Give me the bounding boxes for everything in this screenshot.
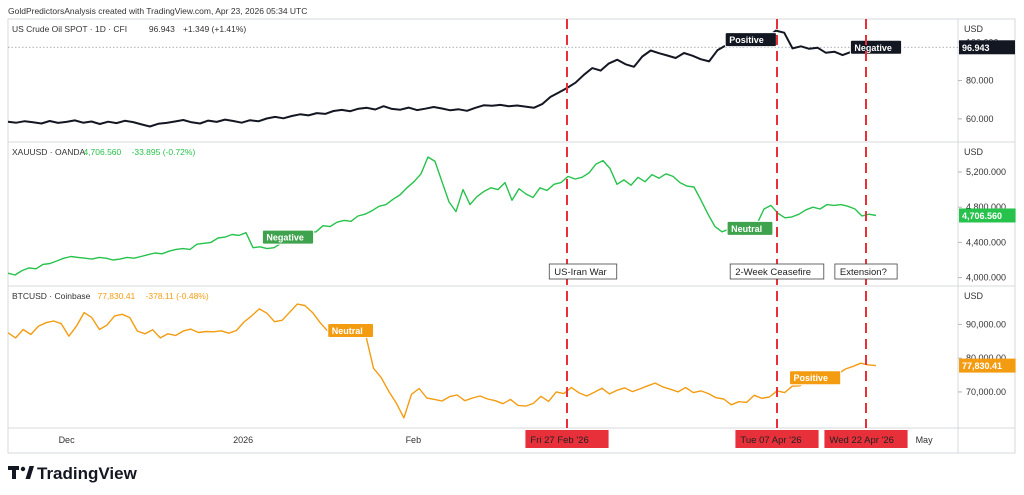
- event-date-badge: [824, 430, 908, 448]
- event-date-label: Wed 22 Apr '26: [829, 435, 894, 446]
- tradingview-logo-icon: [8, 466, 34, 479]
- x-tick-label: May: [916, 435, 934, 445]
- btc-panel: BTCUSD · Coinbase 77,830.41 -378.11 (-0.48…: [7, 291, 1016, 419]
- oil-title-value: 96.943: [149, 24, 175, 34]
- gold-ytick-label: 4,800.000: [966, 202, 1006, 212]
- oil-last-value-label: 96.943: [962, 43, 990, 53]
- event-date-label: Tue 07 Apr '26: [740, 435, 801, 446]
- oil-currency-label: USD: [964, 24, 984, 34]
- x-tick-label: 2026: [233, 435, 253, 445]
- gold-annotation-badge: [726, 220, 774, 236]
- gold-last-value-badge: [959, 208, 1016, 223]
- gold-title-change: -33.895 (-0.72%): [132, 147, 196, 157]
- oil-ytick-label: 80.000: [966, 76, 994, 86]
- event-markers: US-Iran War Fri 27 Feb '26 2-Week Ceasefir…: [525, 19, 908, 448]
- btc-title: BTCUSD · Coinbase: [12, 291, 91, 301]
- gold-annotation-label: Neutral: [731, 224, 762, 234]
- gold-ytick-label: 4,400.000: [966, 237, 1006, 247]
- btc-currency-label: USD: [964, 291, 984, 301]
- btc-annotation-badge: [327, 322, 375, 338]
- tradingview-logo-text: TradingView: [37, 464, 138, 483]
- event-date-badge: [525, 430, 609, 448]
- x-tick-label: Feb: [406, 435, 422, 445]
- gold-annotation-label: Negative: [266, 233, 304, 243]
- gold-annotation-badge: [261, 229, 315, 245]
- btc-ytick-label: 90,000.00: [966, 319, 1006, 329]
- gold-ytick-label: 4,000.000: [966, 273, 1006, 283]
- event-label-box: [834, 263, 898, 280]
- oil-title: US Crude Oil SPOT · 1D · CFI: [12, 24, 127, 34]
- gold-title: XAUUSD · OANDA: [12, 147, 86, 157]
- btc-annotation-badge: [788, 370, 842, 386]
- event-label-box: [729, 263, 825, 280]
- btc-annotation-label: Neutral: [332, 326, 363, 336]
- oil-annotation-badge: [849, 39, 903, 55]
- gold-title-value: 4,706.560: [83, 147, 121, 157]
- event-label: Extension?: [840, 267, 887, 278]
- gold-series-line: [7, 156, 877, 276]
- gold-last-value-label: 4,706.560: [962, 211, 1002, 221]
- oil-annotation-label: Negative: [854, 43, 892, 53]
- event-label-box: [548, 263, 618, 280]
- gold-currency-label: USD: [964, 147, 984, 157]
- btc-title-value: 77,830.41: [97, 291, 135, 301]
- btc-last-value-badge: [959, 358, 1016, 373]
- chart-frame: [7, 18, 1016, 454]
- gold-ytick-label: 5,200.000: [966, 167, 1006, 177]
- x-axis: Dec 2026 Feb May: [59, 435, 934, 445]
- event-label: US-Iran War: [554, 267, 606, 278]
- btc-annotation-label: Positive: [793, 373, 828, 383]
- chart-header: GoldPredictorsAnalysis created with Trad…: [8, 6, 307, 16]
- oil-ytick-label: 60.000: [966, 114, 994, 124]
- event-date-badge: [735, 430, 819, 448]
- x-tick-label: Dec: [59, 435, 76, 445]
- btc-ytick-label: 70,000.00: [966, 387, 1006, 397]
- btc-title-change: -378.11 (-0.48%): [146, 291, 209, 301]
- oil-title-change: +1.349 (+1.41%): [183, 24, 246, 34]
- tradingview-logo: TradingView: [8, 464, 138, 483]
- oil-annotation-label: Positive: [729, 35, 764, 45]
- event-label: 2-Week Ceasefire: [735, 267, 811, 278]
- btc-series-line: [7, 303, 877, 419]
- btc-ytick-label: 80,000.00: [966, 353, 1006, 363]
- event-date-label: Fri 27 Feb '26: [530, 435, 588, 446]
- oil-panel: US Crude Oil SPOT · 1D · CFI 96.943 +1.349…: [7, 24, 1015, 128]
- oil-last-value-badge: [959, 40, 1015, 55]
- btc-last-value-label: 77,830.41: [962, 361, 1002, 371]
